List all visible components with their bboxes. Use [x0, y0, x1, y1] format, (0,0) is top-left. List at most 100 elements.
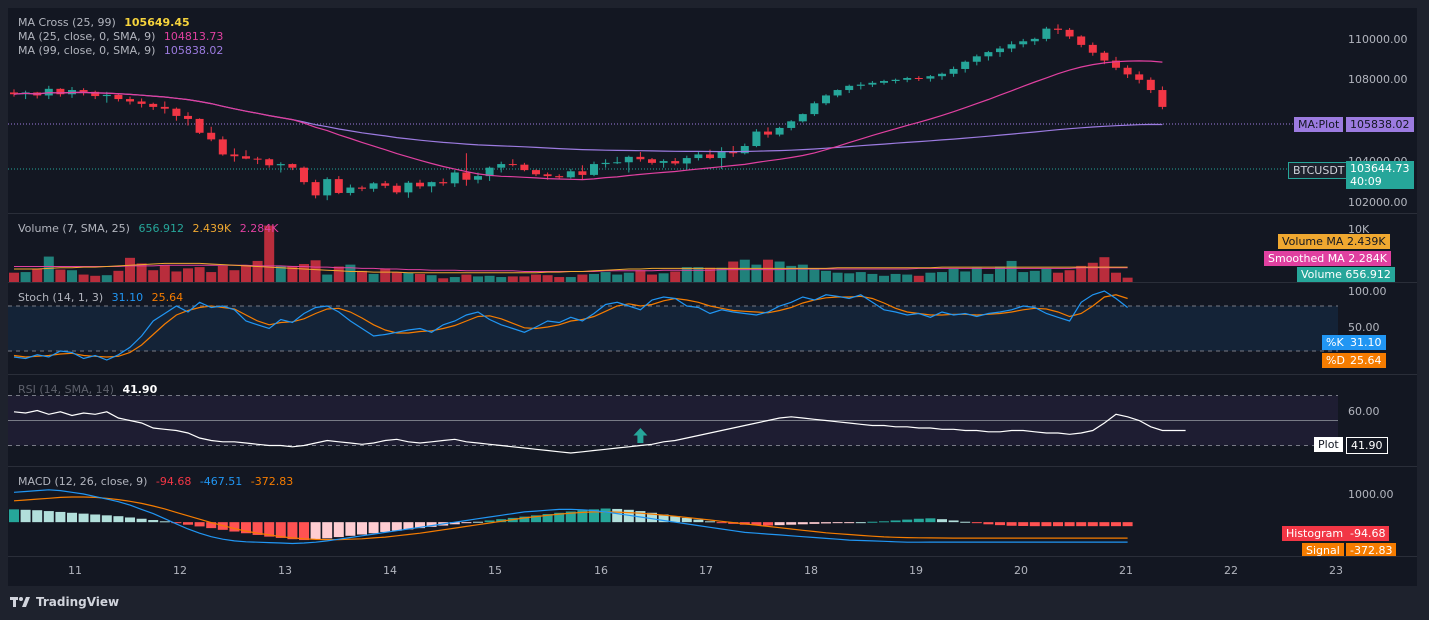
macd-histogram-bar [194, 522, 205, 527]
candle [1042, 28, 1051, 39]
volume-bar [577, 274, 588, 282]
candle [1077, 36, 1086, 45]
candle [1146, 79, 1155, 91]
stoch-chart[interactable] [8, 283, 1417, 374]
volume-bar [797, 264, 808, 282]
pane-separator[interactable] [8, 466, 1417, 467]
macd-signal-line [13, 496, 1128, 541]
ma-plot-tag-label: MA:Plot [1298, 118, 1340, 131]
volume-bar [705, 267, 715, 282]
legend-ma-cross-value: 105649.45 [124, 16, 190, 29]
candle [787, 121, 796, 128]
candle [798, 114, 807, 122]
candle [381, 183, 390, 186]
candle [845, 85, 854, 91]
macd-pane[interactable]: MACD (12, 26, close, 9) -94.68 -467.51 -… [8, 467, 1417, 556]
volume-bar [1122, 277, 1133, 282]
macd-signal-tag: Signal [1302, 543, 1344, 556]
chart-frame[interactable]: MA Cross (25, 99) 105649.45 MA (25, clos… [8, 8, 1417, 586]
price-chart[interactable] [8, 8, 1417, 213]
macd-histogram-bar [183, 522, 193, 525]
stoch-pane[interactable]: Stoch (14, 1, 3) 31.10 25.64 100.00 50.0… [8, 283, 1417, 374]
candle [659, 161, 668, 163]
volume-bar [948, 268, 959, 282]
stoch-legend-label: Stoch (14, 1, 3) [18, 291, 104, 304]
volume-bar [403, 272, 414, 282]
macd-histogram-bar [43, 511, 54, 523]
candle [648, 159, 656, 163]
macd-histogram-bar [983, 522, 994, 525]
tradingview-brand[interactable]: TradingView [10, 595, 119, 609]
candle [323, 179, 332, 196]
macd-histogram-tag: Histogram [1282, 526, 1348, 541]
volume-bar [217, 265, 228, 282]
rsi-y-tick-60: 60.00 [1348, 405, 1380, 418]
macd-chart[interactable] [8, 467, 1417, 556]
rsi-chart[interactable] [8, 375, 1417, 466]
macd-histogram-bar [716, 522, 727, 524]
candle [1088, 44, 1097, 53]
volume-tag-value: 656.912 [1345, 268, 1391, 281]
pane-separator[interactable] [8, 374, 1417, 375]
stoch-legend-k: 31.10 [111, 291, 144, 304]
candle [613, 162, 622, 164]
stoch-k-tag-label: %K [1326, 336, 1344, 349]
brand-name: TradingView [36, 595, 120, 609]
volume-bar [368, 273, 379, 282]
smoothed-ma-tag-label: Smoothed MA [1268, 252, 1345, 265]
tradingview-logo-icon [10, 597, 30, 607]
volume-bar [855, 272, 866, 282]
candle [218, 139, 227, 155]
candle [462, 172, 471, 180]
price-pane[interactable]: MA Cross (25, 99) 105649.45 MA (25, clos… [8, 8, 1417, 213]
stoch-y-tick-50: 50.00 [1348, 321, 1380, 334]
candle [1030, 38, 1039, 42]
candle [949, 68, 958, 74]
volume-bar [1041, 268, 1052, 282]
macd-histogram-bar [948, 520, 959, 523]
macd-histogram-bar [960, 521, 971, 523]
macd-histogram-bar [600, 508, 611, 523]
macd-histogram-bar [171, 522, 182, 524]
volume-bar [380, 268, 391, 282]
stoch-legend-d: 25.64 [151, 291, 184, 304]
macd-histogram-bar [78, 513, 89, 523]
volume-bar [1006, 260, 1017, 282]
x-axis-label: 17 [699, 564, 713, 577]
macd-histogram-bar [252, 522, 263, 535]
legend-ma-25: MA (25, close, 0, SMA, 9) 104813.73 [18, 30, 228, 44]
volume-bar [693, 267, 704, 282]
rsi-plot-tag-value: 41.90 [1346, 437, 1388, 454]
rsi-pane[interactable]: RSI (14, SMA, 14) 41.90 60.00 Plot 41.90 [8, 375, 1417, 466]
volume-bar [345, 264, 356, 282]
macd-histogram-bar [809, 522, 820, 524]
macd-histogram-bar [345, 522, 356, 536]
volume-bar [1099, 257, 1110, 282]
macd-histogram-bar [415, 522, 425, 529]
macd-histogram-bar [623, 509, 634, 523]
x-axis-label: 19 [909, 564, 923, 577]
pane-separator[interactable] [8, 282, 1417, 283]
x-axis-label: 11 [68, 564, 82, 577]
volume-chart[interactable] [8, 214, 1417, 282]
macd-histogram-bar [125, 517, 135, 523]
smoothed-ma-tag: Smoothed MA 2.284K [1264, 251, 1391, 266]
volume-bar [194, 267, 205, 282]
volume-legend: Volume (7, SMA, 25) 656.912 2.439K 2.284… [18, 222, 283, 236]
volume-pane[interactable]: Volume (7, SMA, 25) 656.912 2.439K 2.284… [8, 214, 1417, 282]
macd-legend-macd: -467.51 [199, 475, 243, 488]
macd-histogram-bar [380, 522, 391, 532]
volume-bar [983, 273, 994, 282]
macd-histogram-bar [148, 520, 159, 523]
volume-bar [136, 263, 147, 282]
candle [880, 81, 888, 83]
macd-histogram-bar [496, 519, 507, 523]
macd-histogram-bar [32, 510, 43, 523]
candle [590, 164, 598, 175]
pane-separator[interactable] [8, 213, 1417, 214]
volume-bar [310, 260, 321, 282]
macd-histogram-bar [751, 522, 762, 526]
macd-histogram-bar [1122, 522, 1133, 527]
x-axis-label: 14 [383, 564, 397, 577]
volume-bar [589, 273, 599, 282]
